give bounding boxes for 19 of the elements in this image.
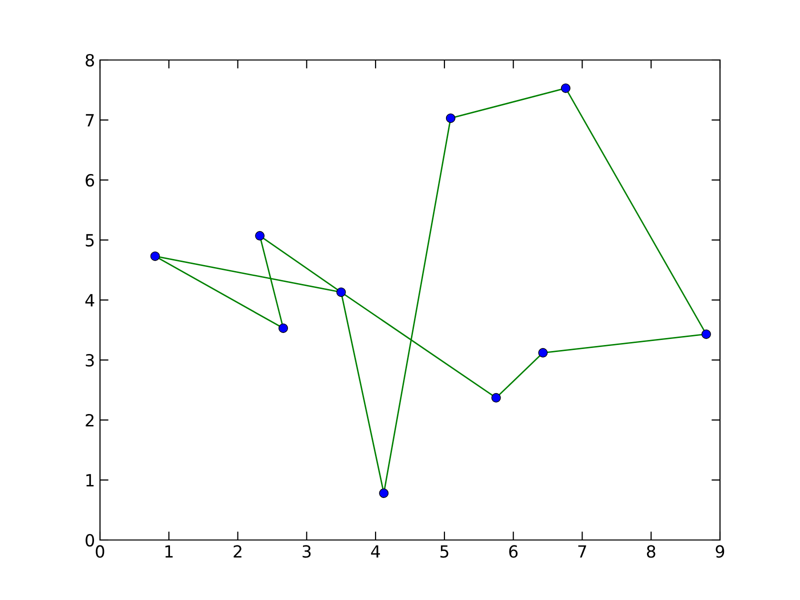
x-tick-label: 7: [578, 545, 586, 558]
y-tick-label: 7: [86, 114, 94, 126]
y-tick-label: 5: [86, 234, 94, 247]
x-tick-label: 6: [509, 545, 518, 558]
x-tick-label: 4: [371, 545, 380, 558]
x-tick-label: 3: [302, 545, 311, 558]
x-tick-label: 8: [646, 545, 656, 558]
x-tick-label: 1: [165, 545, 173, 558]
y-tick-label: 8: [86, 54, 94, 67]
x-tick-label: 9: [716, 545, 724, 558]
y-tick-label: 0: [86, 534, 94, 547]
y-tick-label: 6: [86, 174, 94, 187]
y-tick-label: 2: [86, 414, 94, 426]
y-tick-label: 1: [86, 474, 94, 486]
x-tick-label: 0: [96, 545, 104, 558]
x-tick-label: 2: [234, 545, 242, 558]
y-tick-label: 4: [85, 294, 94, 306]
x-tick-label: 5: [440, 545, 448, 558]
y-tick-label: 3: [86, 354, 94, 367]
